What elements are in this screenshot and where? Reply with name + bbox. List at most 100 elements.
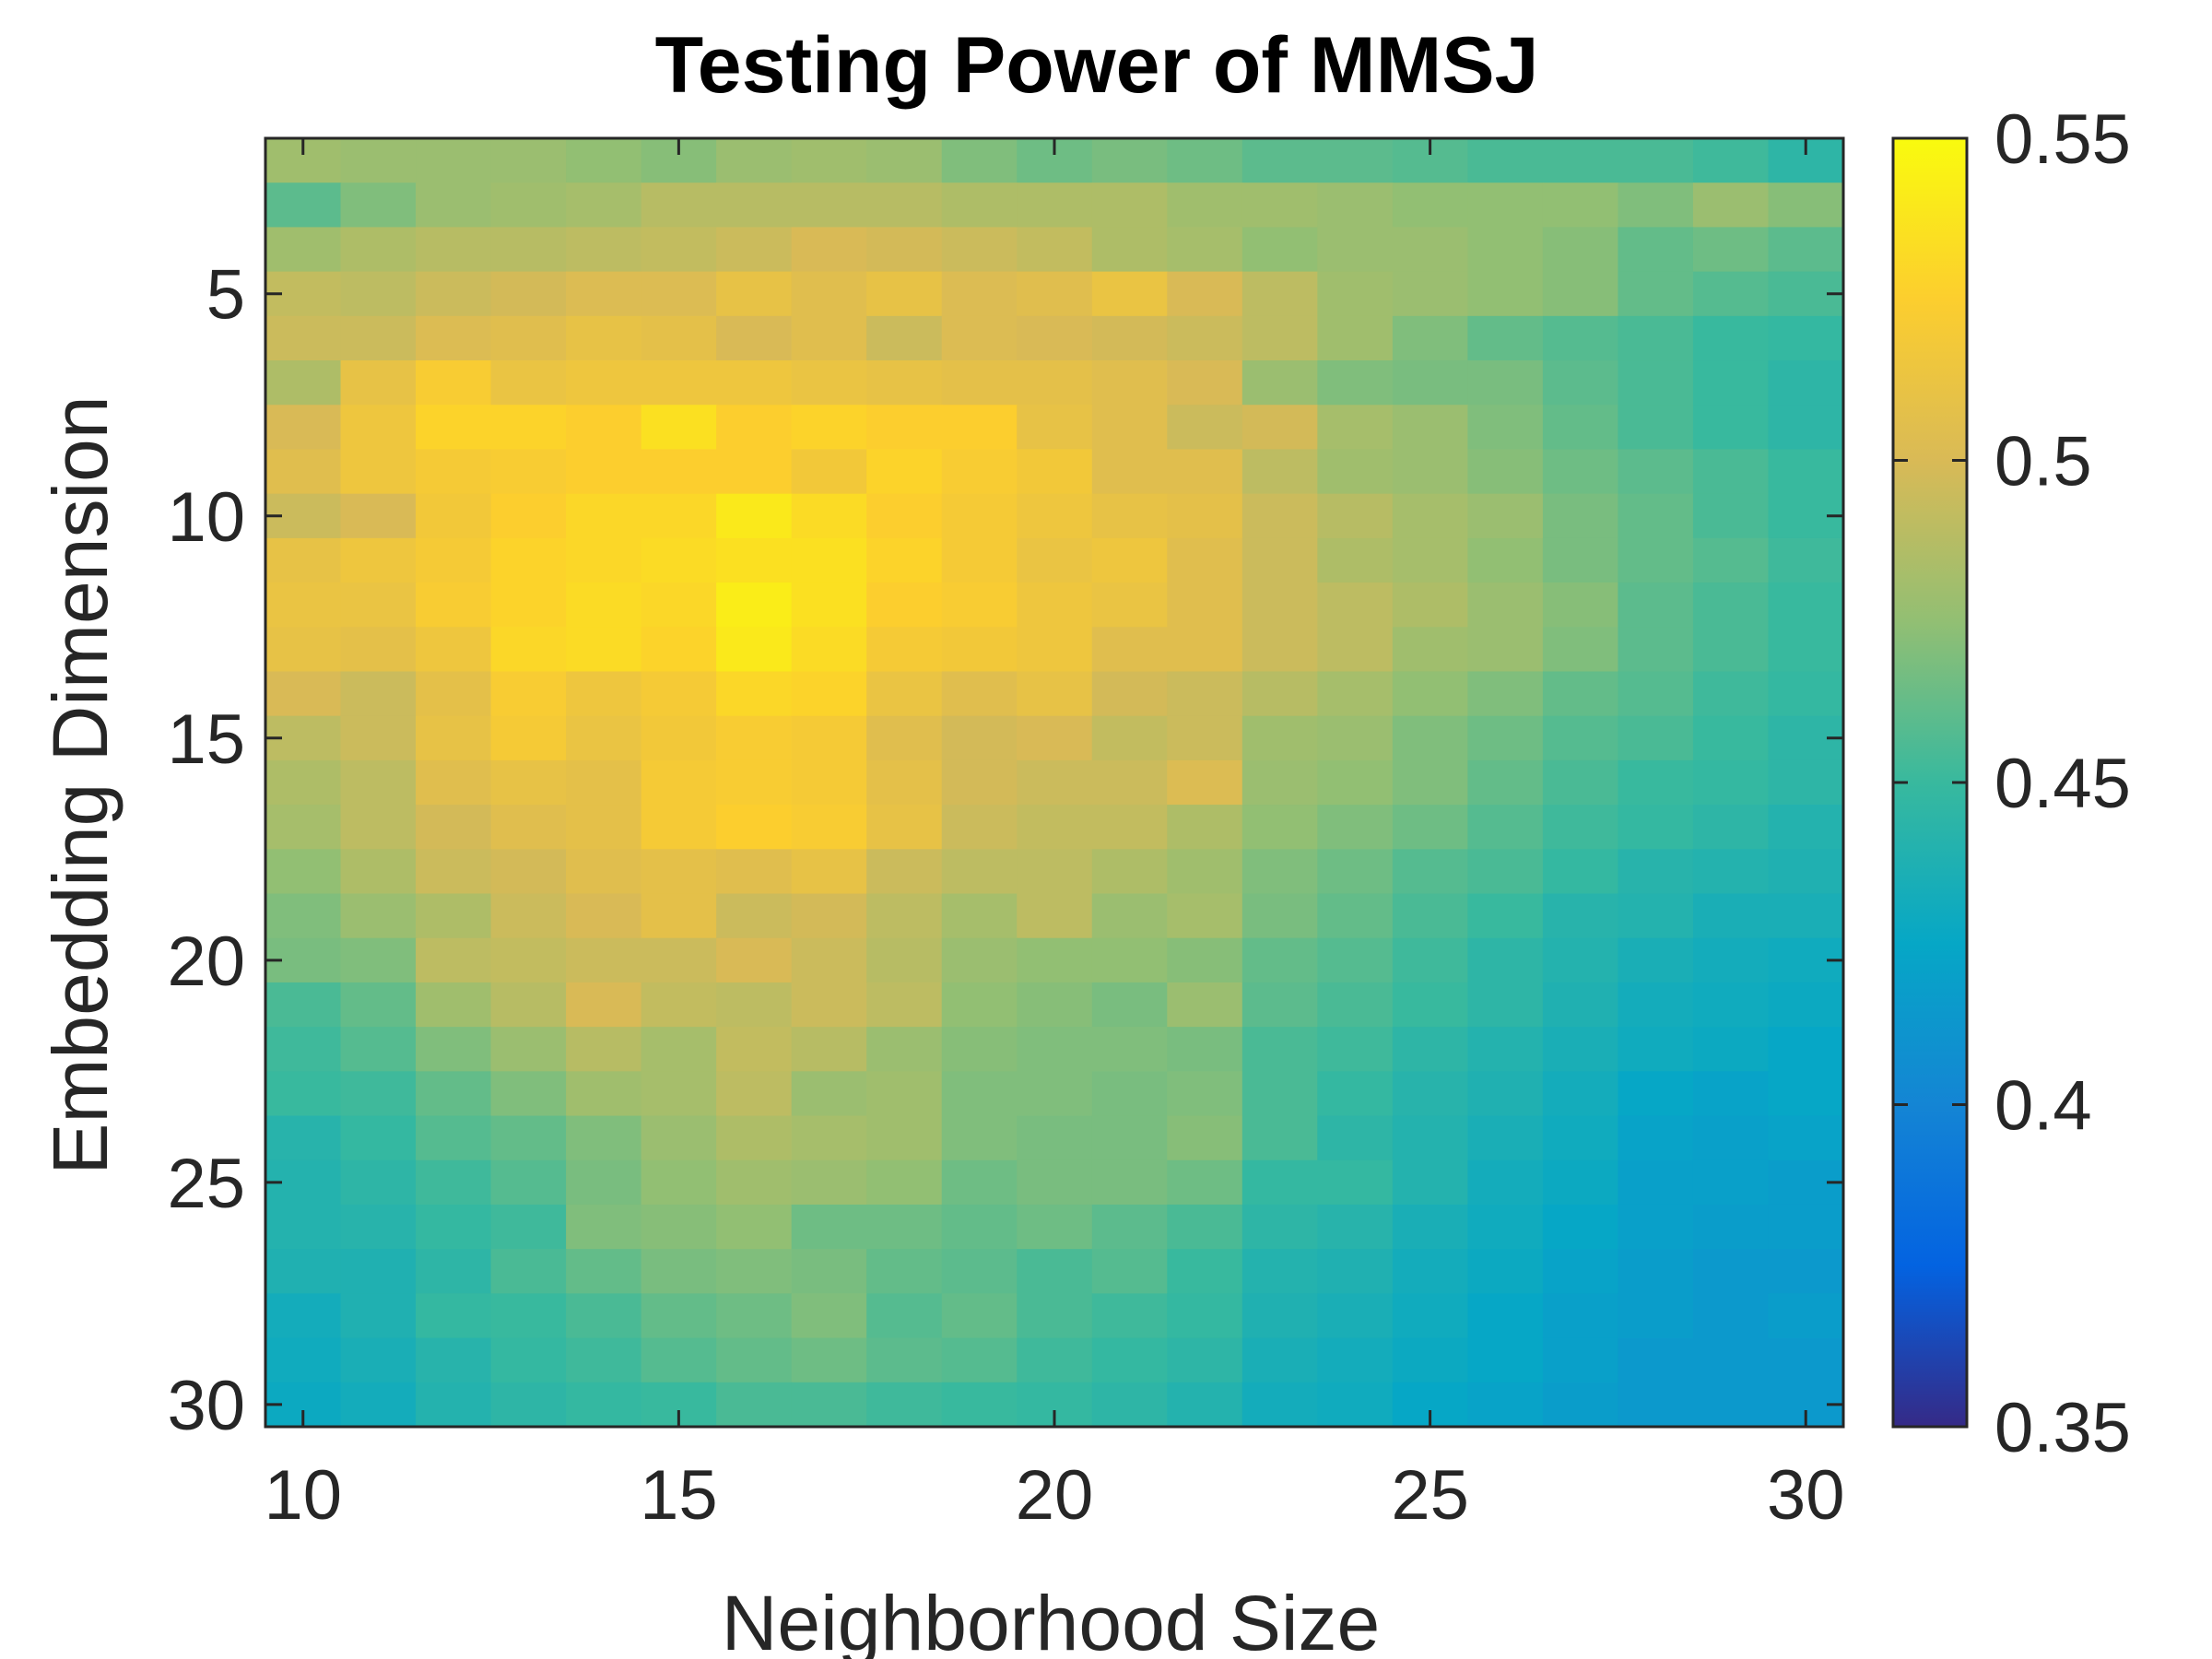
heatmap-cell [641,1071,717,1117]
heatmap-cell [791,405,867,451]
heatmap-cell [340,537,417,583]
heatmap-cell [1392,1337,1469,1383]
heatmap-cell [866,315,943,361]
heatmap-cell [490,493,567,539]
heatmap-cell [1542,537,1619,583]
heatmap-cell [1317,805,1394,851]
heatmap-cell [1692,671,1770,717]
heatmap-cell [1317,537,1394,583]
heatmap-cell [1317,405,1394,451]
heatmap-cell [1241,1293,1319,1339]
heatmap-cell [1167,582,1243,629]
heatmap-cell [1017,982,1093,1028]
heatmap-cell [340,671,417,717]
heatmap-cell [1618,182,1694,229]
heatmap-cell [1017,1249,1093,1295]
heatmap-cell [1692,627,1770,673]
heatmap-cell [490,759,567,806]
heatmap-cell [641,759,717,806]
heatmap-cell [1317,893,1394,939]
heatmap-cell [1091,360,1169,406]
heatmap-cell [340,1337,417,1383]
heatmap-cell [340,1382,417,1428]
heatmap-cell [716,405,793,451]
heatmap-cell [1542,1027,1619,1073]
heatmap-cell [490,627,567,673]
heatmap-cell [416,1159,492,1206]
heatmap-cell [866,227,943,273]
heatmap-cell [1542,937,1619,983]
heatmap-cell [791,360,867,406]
heatmap-cell [1768,360,1844,406]
heatmap-cell [791,982,867,1028]
heatmap-cell [566,360,642,406]
heatmap-cell [1017,805,1093,851]
heatmap-cell [265,360,342,406]
heatmap-cell [340,893,417,939]
heatmap-cell [1467,182,1544,229]
heatmap-cell [265,1071,342,1117]
heatmap-cell [416,449,492,495]
heatmap-cell [1692,1249,1770,1295]
plot-axes: 10 15 20 25 30 5 10 15 20 25 30 [167,136,1845,1535]
heatmap-cell [716,1071,793,1117]
heatmap-cell [416,1382,492,1428]
heatmap-cell [1091,805,1169,851]
heatmap-cell [1467,1249,1544,1295]
heatmap-cell [866,1337,943,1383]
heatmap-cell [1091,271,1169,317]
heatmap-cell [941,893,1018,939]
heatmap-cell [490,671,567,717]
heatmap-cell [1392,449,1469,495]
heatmap-cell [340,182,417,229]
heatmap-cell [1467,671,1544,717]
heatmap-cell [1768,1115,1844,1161]
heatmap-cell [791,1115,867,1161]
heatmap-cell [1768,1071,1844,1117]
heatmap-cell [1467,582,1544,629]
heatmap-cell [340,805,417,851]
heatmap-cell [866,893,943,939]
heatmap-cell [1692,315,1770,361]
heatmap-cell [1768,182,1844,229]
heatmap-cell [340,227,417,273]
heatmap-cell [1241,1115,1319,1161]
heatmap-cell [566,715,642,761]
heatmap-cell [1167,805,1243,851]
heatmap-cell [791,315,867,361]
heatmap-cell [1317,759,1394,806]
heatmap-cell [1692,271,1770,317]
heatmap-cell [1392,1293,1469,1339]
heatmap-cell [1167,315,1243,361]
heatmap-cell [1317,1382,1394,1428]
heatmap-cell [265,227,342,273]
heatmap-cell [1542,1293,1619,1339]
heatmap-cell [1167,982,1243,1028]
heatmap-cell [1392,1071,1469,1117]
heatmap-cell [866,449,943,495]
heatmap-cell [1317,849,1394,895]
heatmap-cell [1618,1382,1694,1428]
x-tick-label: 20 [1016,1456,1094,1535]
heatmap-cell [340,271,417,317]
heatmap-cell [1692,1115,1770,1161]
heatmap-cell [1017,582,1093,629]
heatmap-cell [641,271,717,317]
heatmap-cell [1317,1071,1394,1117]
heatmap-cell [1241,1204,1319,1250]
heatmap-cell [1467,227,1544,273]
heatmap-cell [641,805,717,851]
heatmap-cell [1768,759,1844,806]
heatmap-cell [641,360,717,406]
heatmap-cell [1317,360,1394,406]
heatmap-cell [941,493,1018,539]
heatmap-cell [1618,271,1694,317]
heatmap-cell [1241,937,1319,983]
heatmap-cell [866,627,943,673]
heatmap-cell [1542,759,1619,806]
heatmap-cell [1768,1027,1844,1073]
heatmap-cell [416,1293,492,1339]
heatmap-cell [716,1027,793,1073]
heatmap-cell [1241,182,1319,229]
